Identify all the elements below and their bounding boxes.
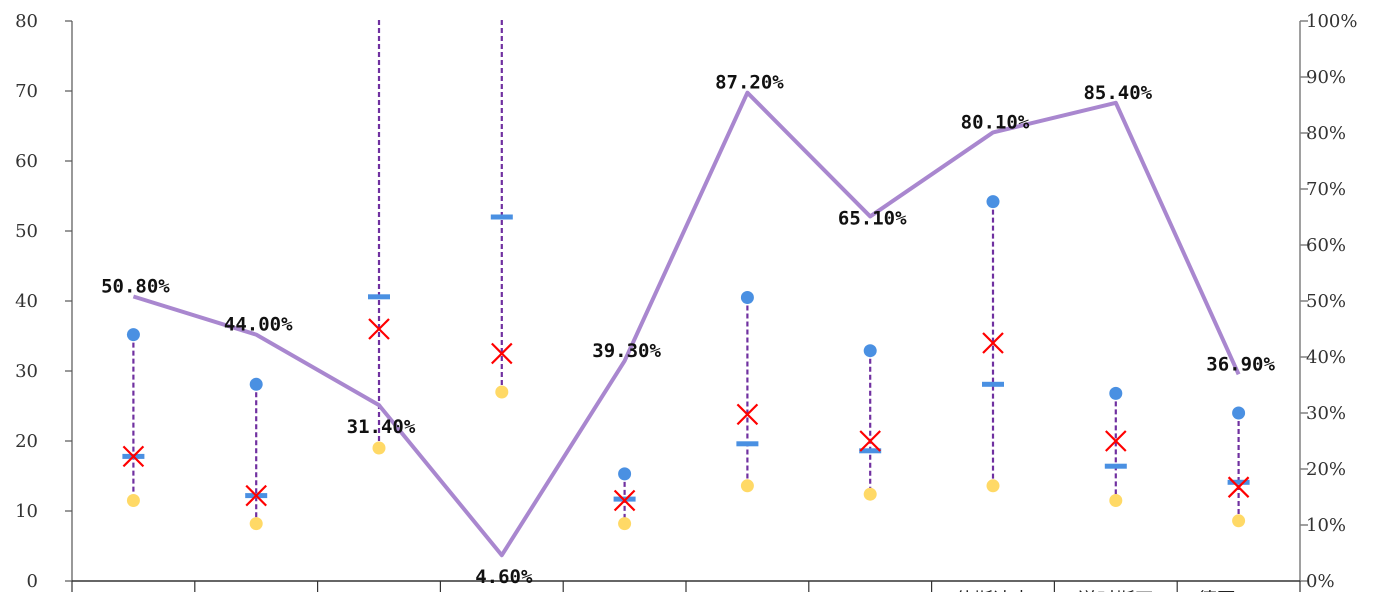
left-axis-tick-label: 60	[15, 151, 38, 172]
low-dot	[1109, 494, 1123, 507]
median-mark	[982, 381, 1004, 387]
percentile-line	[132, 90, 1241, 558]
median-mark	[1104, 463, 1127, 469]
current-mark-stroke	[613, 489, 636, 512]
right-axis-tick-label: 100%	[1306, 11, 1357, 32]
percentile-label: 31.40%	[347, 416, 416, 438]
range-markers	[122, 195, 1250, 531]
left-axis-tick-label: 0	[27, 571, 38, 592]
percentile-label: 4.60%	[475, 566, 533, 588]
low-dot	[1232, 514, 1246, 528]
median-mark	[859, 448, 882, 454]
high-dot	[740, 291, 754, 304]
right-axis-tick-label: 70%	[1306, 179, 1346, 200]
current-mark-stroke	[1105, 430, 1127, 452]
right-axis-tick-label: 90%	[1306, 67, 1346, 88]
left-axis-tick-label: 40	[15, 291, 38, 312]
current-mark	[982, 332, 1004, 354]
high-dot	[986, 195, 1000, 209]
right-axis-tick-label: 30%	[1306, 403, 1346, 424]
high-dot	[126, 328, 140, 342]
median-mark	[1227, 479, 1250, 485]
left-axis-tick-label: 50	[15, 221, 38, 242]
left-axis-tick-label: 20	[15, 431, 38, 452]
left-axis-tick-label: 30	[15, 361, 38, 382]
current-mark	[122, 445, 145, 468]
median-mark	[736, 441, 759, 447]
current-mark	[736, 403, 759, 426]
percentile-label: 39.30%	[592, 340, 661, 362]
category-label: 什斯达克	[955, 589, 1031, 592]
current-mark-stroke	[859, 430, 881, 452]
current-mark-stroke	[491, 342, 513, 365]
current-mark	[491, 342, 513, 365]
low-dot	[863, 487, 877, 501]
axes: 0 10 20 30 40 50 60 70 80 0% 10% 20% 30% 40% 50% 60% 70%…	[15, 11, 1357, 592]
percentile-label: 80.10%	[961, 111, 1030, 133]
current-mark-stroke	[736, 403, 759, 426]
right-axis-tick-label: 50%	[1306, 291, 1346, 312]
percentile-label: 85.40%	[1083, 82, 1152, 104]
low-dot	[618, 517, 632, 531]
percentile-label: 50.80%	[101, 276, 170, 298]
left-axis-tick-label: 70	[15, 81, 38, 102]
right-axis-tick-label: 10%	[1306, 515, 1346, 536]
percentile-label: 44.00%	[224, 314, 293, 336]
right-axis-tick-label: 20%	[1306, 459, 1346, 480]
current-mark-stroke	[245, 484, 267, 507]
median-mark	[368, 294, 390, 300]
current-mark	[613, 489, 636, 512]
right-axis-tick-label: 80%	[1306, 123, 1346, 144]
right-axis-tick-label: 60%	[1306, 235, 1346, 256]
category-label: 送时斯四	[1078, 589, 1154, 592]
current-mark-stroke	[982, 332, 1004, 354]
percentile-label: 65.10%	[838, 207, 907, 229]
current-mark	[1227, 476, 1250, 498]
current-mark	[368, 318, 390, 340]
high-dot	[1232, 406, 1246, 420]
median-mark	[490, 214, 513, 220]
current-mark-stroke	[1227, 476, 1250, 498]
percentile-series	[132, 90, 1241, 558]
current-mark	[1105, 430, 1127, 452]
low-dot	[986, 479, 1000, 493]
low-dot	[740, 479, 754, 493]
low-dot	[249, 517, 263, 531]
right-axis-tick-label: 40%	[1306, 347, 1346, 368]
high-dot	[618, 467, 632, 481]
high-dot	[1109, 386, 1123, 400]
low-dot	[126, 494, 140, 507]
current-mark-stroke	[122, 445, 145, 468]
range-lines	[132, 20, 1240, 524]
left-axis-tick-label: 10	[15, 501, 38, 522]
right-axis-tick-label: 0%	[1306, 571, 1335, 592]
left-axis-tick-label: 80	[15, 11, 38, 32]
current-mark-stroke	[368, 318, 390, 340]
category-label: 德国MDA	[1198, 589, 1280, 592]
percentile-label: 87.20%	[715, 72, 784, 94]
percentile-label: 36.90%	[1206, 353, 1275, 375]
low-dot	[372, 441, 386, 455]
low-dot	[495, 385, 509, 399]
high-dot	[863, 344, 877, 358]
data-labels: 50.80% 44.00% 31.40% 4.60% 39.30% 87.20% 65.10…	[101, 72, 1275, 589]
current-mark	[245, 484, 267, 507]
current-mark	[859, 430, 881, 452]
high-dot	[249, 377, 263, 391]
